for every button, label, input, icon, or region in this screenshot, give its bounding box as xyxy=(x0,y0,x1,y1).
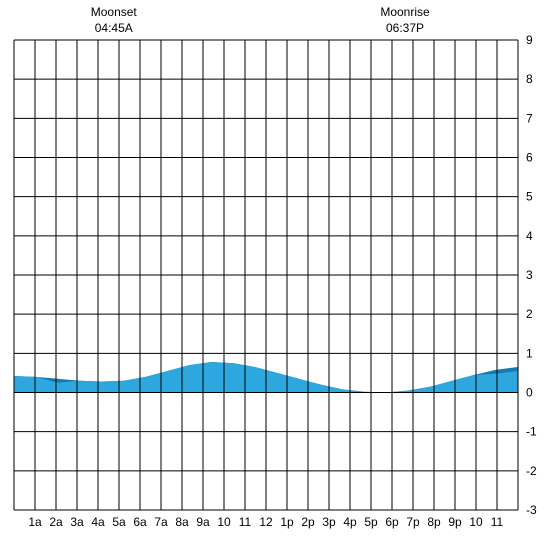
y-tick-label: -2 xyxy=(526,464,537,478)
x-tick-label: 5p xyxy=(364,515,378,529)
x-tick-label: 1p xyxy=(280,515,294,529)
moonset-time: 04:45A xyxy=(95,21,133,35)
y-tick-label: 4 xyxy=(526,229,533,243)
x-tick-label: 4a xyxy=(91,515,105,529)
y-tick-label: 5 xyxy=(526,190,533,204)
x-tick-label: 2a xyxy=(49,515,63,529)
x-tick-label: 3p xyxy=(322,515,336,529)
y-tick-label: 7 xyxy=(526,111,533,125)
moonrise-label: Moonrise xyxy=(380,5,430,19)
x-tick-label: 1a xyxy=(28,515,42,529)
x-tick-label: 10 xyxy=(469,515,483,529)
x-tick-label: 8p xyxy=(427,515,441,529)
y-tick-label: 8 xyxy=(526,72,533,86)
tide-moon-chart: -3-2-101234567891a2a3a4a5a6a7a8a9a101112… xyxy=(0,0,550,550)
x-tick-label: 11 xyxy=(239,515,252,529)
x-tick-label: 7p xyxy=(406,515,420,529)
x-tick-label: 9p xyxy=(448,515,462,529)
y-tick-label: 0 xyxy=(526,386,533,400)
x-tick-label: 2p xyxy=(301,515,315,529)
y-tick-label: 1 xyxy=(526,346,533,360)
x-tick-label: 4p xyxy=(343,515,357,529)
x-tick-label: 3a xyxy=(70,515,84,529)
x-tick-label: 6a xyxy=(133,515,147,529)
y-tick-label: 6 xyxy=(526,151,533,165)
y-tick-label: 2 xyxy=(526,307,533,321)
chart-svg: -3-2-101234567891a2a3a4a5a6a7a8a9a101112… xyxy=(0,0,550,550)
y-tick-label: 9 xyxy=(526,33,533,47)
x-tick-label: 8a xyxy=(175,515,189,529)
x-tick-label: 7a xyxy=(154,515,168,529)
x-tick-label: 6p xyxy=(385,515,399,529)
x-tick-label: 9a xyxy=(196,515,210,529)
x-tick-label: 10 xyxy=(217,515,231,529)
y-tick-label: -3 xyxy=(526,503,537,517)
y-tick-label: -1 xyxy=(526,425,537,439)
x-tick-label: 11 xyxy=(491,515,504,529)
y-tick-label: 3 xyxy=(526,268,533,282)
x-tick-label: 12 xyxy=(259,515,273,529)
moonrise-time: 06:37P xyxy=(386,21,424,35)
x-tick-label: 5a xyxy=(112,515,126,529)
moonset-label: Moonset xyxy=(91,5,138,19)
